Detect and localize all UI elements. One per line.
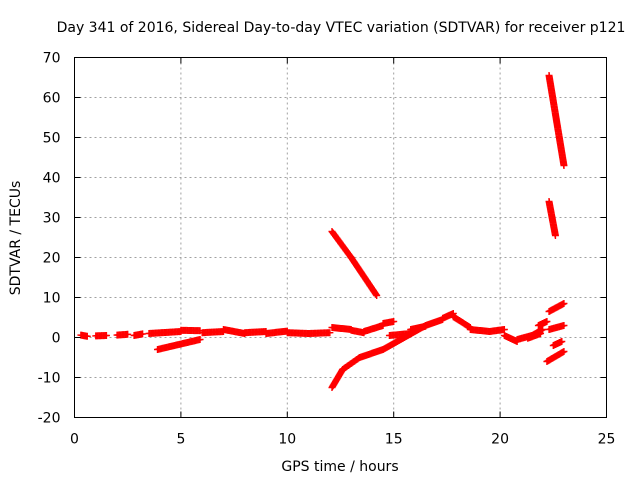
y-tick-label: 30: [43, 211, 61, 227]
data-point: [551, 232, 559, 239]
series-0: [77, 326, 204, 340]
x-tick-label: 15: [385, 432, 403, 448]
data-point: [558, 338, 566, 345]
x-tick-label: 0: [70, 432, 79, 448]
data-point: [543, 318, 551, 325]
series-5: [328, 322, 430, 391]
grid: [74, 57, 607, 418]
data-point: [539, 326, 547, 333]
y-tick-label: -10: [38, 371, 61, 387]
y-tick-label: 70: [43, 51, 61, 67]
data-point: [124, 330, 132, 338]
series-1: [153, 336, 204, 353]
data-point: [560, 322, 568, 329]
data-point: [500, 326, 508, 333]
x-tick-label: 10: [278, 432, 296, 448]
data-point: [373, 292, 381, 299]
data-point: [537, 330, 545, 337]
data-point: [390, 318, 398, 325]
data-point: [139, 330, 147, 338]
series-9: [545, 198, 559, 239]
data-point: [560, 348, 568, 355]
y-tick-label: 10: [43, 291, 61, 307]
plot-frame: [74, 57, 607, 418]
series-3: [328, 318, 398, 337]
y-tick-label: 50: [43, 131, 61, 147]
series-6: [385, 310, 474, 339]
y-tick-label: 20: [43, 251, 61, 267]
data-points: [77, 72, 568, 391]
y-tick-label: 40: [43, 171, 61, 187]
series-11: [524, 318, 551, 342]
x-tick-label: 20: [491, 432, 509, 448]
axis-ticks: [74, 57, 607, 418]
y-axis-label: SDTVAR / TECUs: [8, 181, 24, 296]
data-point: [560, 162, 568, 169]
series-8: [545, 72, 568, 169]
y-tick-label: -20: [38, 411, 61, 427]
y-tick-label: 0: [52, 331, 61, 347]
data-point: [83, 332, 91, 340]
x-tick-label: 5: [176, 432, 185, 448]
data-point: [560, 300, 568, 307]
series-2: [198, 326, 334, 337]
tick-labels: 0 5 10 15 20 25 -20 -10 0 10 20 30 40 50 60 70: [38, 51, 616, 448]
data-point: [326, 329, 334, 337]
data-point: [102, 332, 110, 339]
x-axis-label: GPS time / hours: [281, 459, 398, 475]
series-10: [543, 300, 568, 365]
y-tick-label: 60: [43, 91, 61, 107]
data-point: [196, 336, 204, 343]
series-4: [328, 228, 381, 299]
chart-title: Day 341 of 2016, Sidereal Day-to-day VTE…: [57, 20, 626, 36]
x-tick-label: 25: [598, 432, 616, 448]
